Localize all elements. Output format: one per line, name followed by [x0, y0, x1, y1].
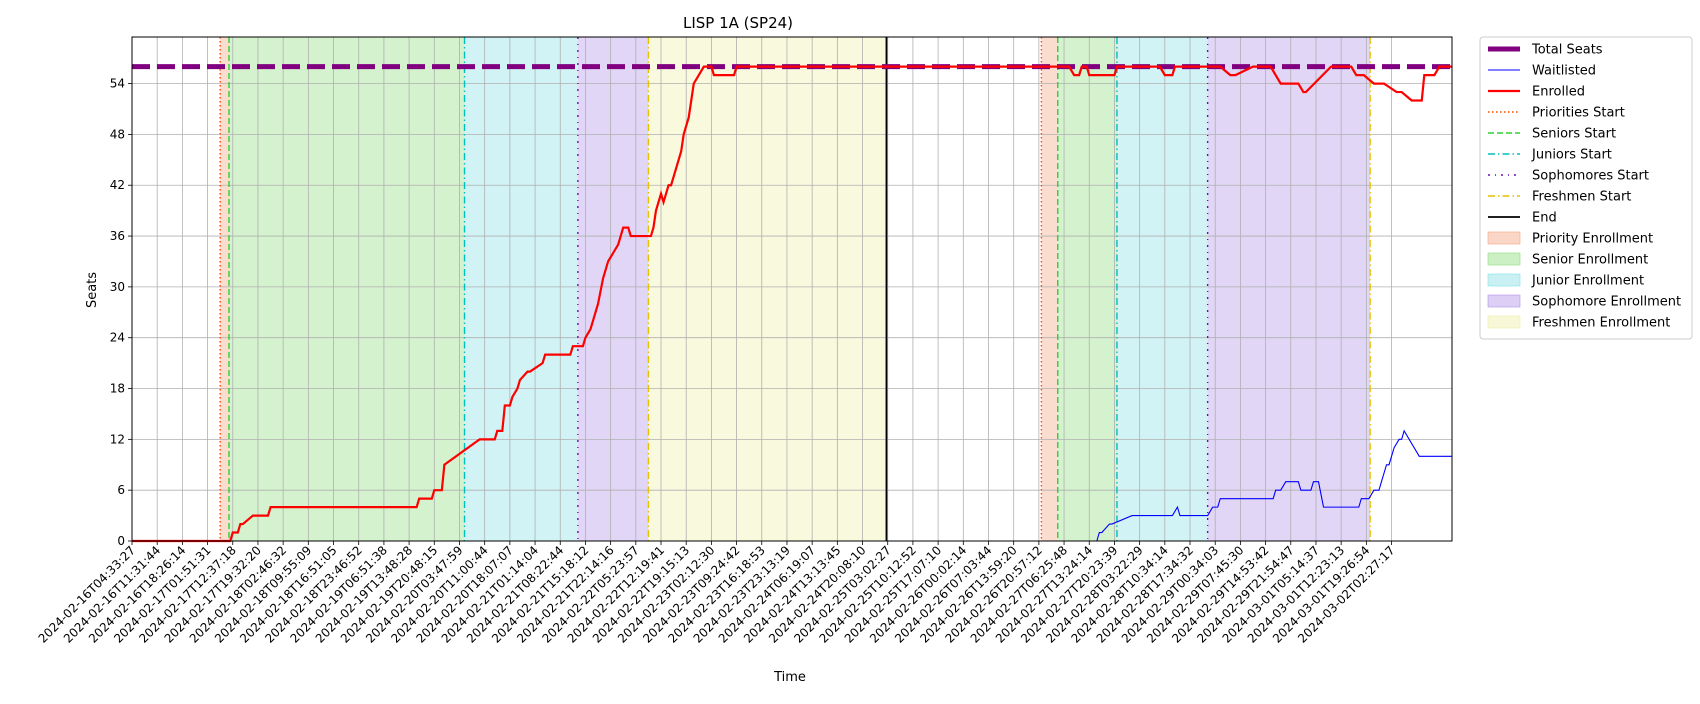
juniors-start-legend-label: Juniors Start [1531, 148, 1612, 163]
priority-enrollment-legend-handle [1487, 231, 1521, 245]
legend: Total Seats Waitlisted Enrolled Priorities … [1479, 36, 1693, 340]
y-tick-label: 42 [110, 178, 125, 192]
series-lines [132, 64, 1452, 543]
waitlisted-line [132, 429, 1452, 542]
priority-enrollment-region [1041, 37, 1058, 541]
vertical-markers [219, 37, 1371, 541]
senior-enrollment-legend-handle [1487, 252, 1521, 266]
chart-title: LISP 1A (SP24) [683, 14, 793, 32]
freshmen-enrollment-region [648, 37, 887, 541]
y-tick-label: 54 [110, 77, 125, 91]
priority-enrollment-region [220, 37, 229, 541]
grid [131, 37, 1452, 542]
priority-enrollment-legend-label: Priority Enrollment [1532, 232, 1653, 247]
senior-enrollment-region [1057, 37, 1117, 541]
end-legend-label: End [1532, 211, 1557, 226]
y-axis-label: Seats [85, 272, 100, 308]
enrolled-legend-label: Enrolled [1532, 85, 1585, 100]
junior-enrollment-region [464, 37, 578, 541]
x-axis-label: Time [773, 670, 806, 685]
y-tick-label: 18 [110, 382, 125, 396]
sophomores-start-legend-label: Sophomores Start [1532, 169, 1649, 184]
freshmen-start-legend-label: Freshmen Start [1532, 190, 1631, 205]
sophomore-enrollment-legend-label: Sophomore Enrollment [1532, 295, 1681, 310]
seniors-start-legend-label: Seniors Start [1532, 127, 1616, 142]
sophomore-enrollment-legend-handle [1487, 294, 1521, 308]
y-tick-label: 36 [110, 229, 125, 243]
y-tick-label: 12 [110, 432, 125, 446]
junior-enrollment-region [1116, 37, 1208, 541]
y-tick-label: 30 [110, 280, 125, 294]
axes: 0612182430364248542024-02-16T04:33:27202… [36, 36, 1453, 646]
junior-enrollment-legend-handle [1487, 273, 1521, 287]
y-tick-label: 24 [110, 331, 125, 345]
waitlisted-legend-label: Waitlisted [1532, 64, 1596, 79]
enrolled-line [132, 65, 1452, 543]
senior-enrollment-region [228, 37, 465, 541]
sophomore-enrollment-region [577, 37, 649, 541]
y-tick-label: 48 [110, 127, 125, 141]
sophomore-enrollment-region [1207, 37, 1371, 541]
freshmen-enrollment-legend-handle [1487, 315, 1521, 329]
freshmen-enrollment-legend-label: Freshmen Enrollment [1532, 316, 1670, 331]
senior-enrollment-legend-label: Senior Enrollment [1532, 253, 1648, 268]
y-tick-label: 0 [117, 534, 125, 548]
y-tick-label: 6 [117, 483, 125, 497]
legend-box [1479, 36, 1693, 340]
junior-enrollment-legend-label: Junior Enrollment [1531, 274, 1644, 289]
total-seats-legend-label: Total Seats [1531, 43, 1603, 58]
plot-frame [131, 36, 1453, 542]
priorities-start-legend-label: Priorities Start [1532, 106, 1625, 121]
shaded-regions [220, 37, 1371, 541]
